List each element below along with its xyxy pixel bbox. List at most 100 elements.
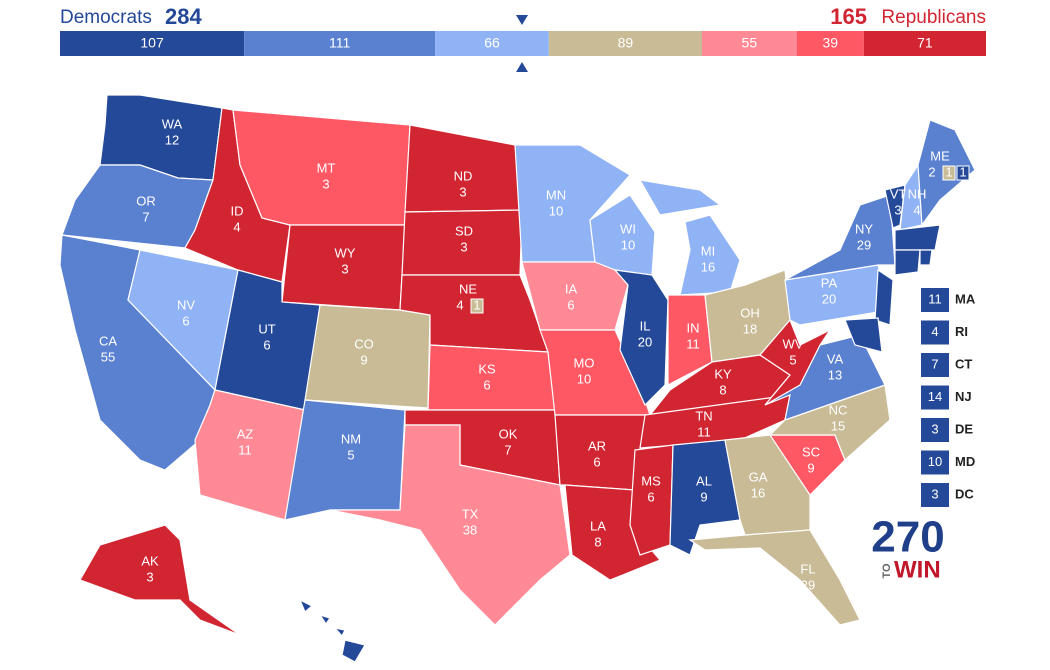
- state-ev: 38: [463, 522, 477, 537]
- state-ev: 29: [857, 237, 871, 252]
- state-ev: 4: [913, 202, 920, 217]
- state-shape: [639, 394, 791, 449]
- bar-segment-label: 111: [329, 35, 350, 51]
- state-abbr: AL: [696, 473, 712, 488]
- small-state-box: [921, 288, 949, 312]
- state-abbr: LA: [590, 518, 606, 533]
- district-box: [956, 165, 970, 181]
- state-abbr: CA: [99, 333, 117, 348]
- state-abbr: NH: [908, 186, 927, 201]
- island-shape: [318, 613, 331, 626]
- state-ev: 9: [700, 489, 707, 504]
- logo: 270 TO WIN: [871, 513, 944, 584]
- state-shape: [759, 318, 832, 406]
- small-state-abbr: RI: [955, 324, 968, 339]
- state-ev: 11: [238, 442, 252, 457]
- state-abbr: ME: [930, 148, 950, 163]
- state-abbr: WA: [162, 116, 183, 131]
- state-ev: 2: [928, 164, 935, 179]
- small-state-ev: 14: [928, 389, 942, 404]
- small-state-ev: 3: [931, 486, 938, 501]
- state-abbr: WY: [335, 245, 356, 260]
- state-ev: 3: [322, 176, 329, 191]
- small-state-box: [921, 320, 949, 345]
- state-ev: 55: [101, 349, 115, 364]
- island-shape: [341, 639, 366, 663]
- state-ev: 4: [233, 219, 240, 234]
- state-ev: 10: [577, 371, 591, 386]
- state-abbr: OH: [740, 305, 760, 320]
- state-ev: 5: [347, 447, 354, 462]
- state-ev: 12: [165, 132, 179, 147]
- state-ev: 4: [456, 297, 463, 312]
- small-state-box: [921, 483, 949, 507]
- state-ev: 16: [701, 259, 715, 274]
- bar-segment: [702, 31, 797, 56]
- state-abbr: NM: [341, 431, 361, 446]
- state-ev: 7: [504, 442, 511, 457]
- state-ev: 11: [686, 336, 700, 351]
- state-abbr: IN: [687, 320, 700, 335]
- state-ev: 18: [743, 321, 757, 336]
- state-abbr: TN: [695, 408, 712, 423]
- state-abbr: AK: [141, 553, 159, 568]
- state-ev: 10: [549, 203, 563, 218]
- state-ev: 9: [807, 460, 814, 475]
- state-ev: 16: [751, 485, 765, 500]
- small-state-abbr: NJ: [955, 389, 972, 404]
- small-state-ev: 7: [931, 356, 938, 371]
- bar-segment-label: 89: [618, 35, 634, 51]
- state-ev: 7: [142, 209, 149, 224]
- dem-label: Democrats: [60, 7, 152, 28]
- state-abbr: UT: [258, 321, 275, 336]
- small-state-abbr: DE: [955, 421, 973, 436]
- state-shape-part: [874, 268, 894, 326]
- state-abbr: IA: [565, 281, 578, 296]
- small-state-list: 11 MA 4 RI 7 CT 14 NJ 3 DE 10 MD 3 DC: [921, 288, 976, 507]
- state-abbr: ND: [454, 168, 473, 183]
- bar-segment: [244, 31, 436, 56]
- state-abbr: WI: [620, 221, 636, 236]
- state-abbr: OK: [499, 426, 518, 441]
- small-state-ev: 10: [928, 454, 942, 469]
- small-state-box: [921, 450, 949, 475]
- state-ev: 9: [360, 352, 367, 367]
- state-abbr: MO: [574, 355, 595, 370]
- district-ev: 1: [959, 164, 966, 179]
- state-abbr: GA: [749, 469, 768, 484]
- state-ev: 5: [789, 352, 796, 367]
- state-ev: 3: [894, 202, 901, 217]
- state-abbr: MS: [641, 473, 661, 488]
- bar-segment-label: 66: [484, 35, 500, 51]
- small-state-box: [921, 353, 949, 377]
- state-ev: 6: [593, 454, 600, 469]
- bar-segment: [863, 31, 986, 56]
- state-abbr: KS: [478, 361, 496, 376]
- bar-segment: [796, 31, 864, 56]
- district-box: [470, 298, 484, 314]
- state-abbr: TX: [462, 506, 479, 521]
- state-shape: [613, 269, 669, 407]
- logo-small: TO: [881, 563, 893, 579]
- state-abbr: NY: [855, 221, 873, 236]
- state-shape: [629, 444, 674, 556]
- state-shape-part: [638, 179, 722, 216]
- state-ev: 6: [567, 297, 574, 312]
- district-ev: 1: [473, 297, 480, 312]
- district-ev: 1: [945, 164, 952, 179]
- state-abbr: WV: [783, 336, 804, 351]
- state-abbr: NC: [829, 402, 848, 417]
- state-ev: 6: [483, 377, 490, 392]
- state-abbr: AZ: [237, 426, 254, 441]
- state-ev: 29: [801, 577, 815, 592]
- state-ev: 15: [831, 418, 845, 433]
- rep-total: 165: [830, 4, 867, 29]
- state-shape-part: [894, 249, 921, 276]
- state-abbr: FL: [800, 561, 815, 576]
- state-ev: 8: [594, 534, 601, 549]
- state-abbr: HI: [316, 629, 329, 644]
- state-ev: 10: [621, 237, 635, 252]
- island-shape: [333, 627, 346, 638]
